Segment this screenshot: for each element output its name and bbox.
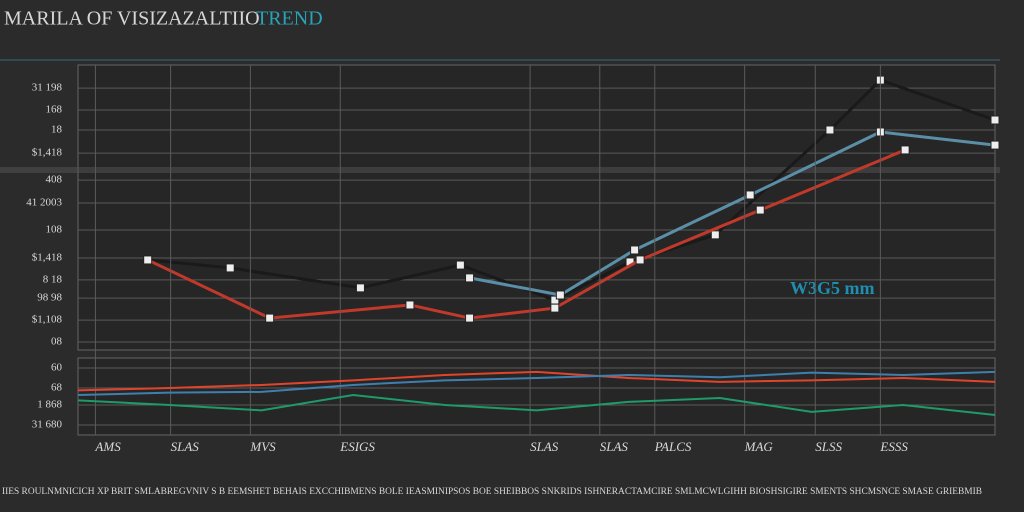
point-marker (755, 205, 765, 215)
y-tick-label: $1,418 (32, 251, 63, 263)
y-tick-label: 408 (46, 174, 63, 186)
point-marker (710, 230, 720, 240)
marks: 31 198 168 18 $1,418 408 41 2003 108 $1,418 8 18… (26, 65, 1000, 454)
x-tick-label: ESIGS (339, 439, 375, 454)
x-tick-label: MAG (744, 439, 774, 454)
x-tick-label: MVS (249, 439, 276, 454)
y-tick-label: 68 (51, 382, 63, 394)
point-marker (355, 283, 365, 293)
x-tick-label: AMS (94, 439, 121, 454)
point-marker (225, 263, 235, 273)
point-marker (265, 313, 275, 323)
point-marker (455, 260, 465, 270)
y-tick-label: 41 2003 (26, 196, 62, 208)
chart-title: MARILA OF VISIZAZALTIIO (4, 8, 260, 30)
x-tick-label: SLAS (171, 439, 200, 454)
point-marker (825, 125, 835, 135)
point-marker (550, 303, 560, 313)
footnote: IIES ROULNMNICICH XP BRIT SMLABREGVNIV S… (2, 486, 982, 496)
y-tick-label: 168 (46, 104, 63, 116)
y-tick-label: 8 18 (43, 273, 63, 285)
point-marker (465, 313, 475, 323)
x-tick-label: ESSS (879, 439, 908, 454)
y-tick-label: $1,108 (32, 314, 63, 326)
series-line (77, 393, 996, 416)
series-line (147, 148, 906, 320)
point-marker (635, 255, 645, 265)
y-tick-label: 108 (46, 224, 63, 236)
point-marker (990, 140, 1000, 150)
point-marker (405, 300, 415, 310)
x-tick-label: SLAS (530, 439, 559, 454)
y-tick-label: 60 (51, 362, 63, 374)
y-tick-label: 18 (51, 124, 63, 136)
point-marker (555, 290, 565, 300)
point-marker (990, 115, 1000, 125)
annotation: W3G5 mm (790, 278, 875, 298)
series-line (469, 130, 996, 297)
plot-area (77, 357, 996, 436)
x-tick-label: SLSS (815, 439, 842, 454)
y-tick-label: 31 198 (32, 82, 63, 94)
y-tick-label: 08 (51, 336, 63, 348)
series-line (147, 78, 996, 302)
y-tick-label: 1 868 (37, 399, 62, 411)
series-line (77, 370, 996, 396)
chart-title-highlight: TREND (256, 8, 323, 30)
point-marker (900, 145, 910, 155)
point-marker (630, 245, 640, 255)
point-marker (745, 190, 755, 200)
y-tick-label: 31 680 (32, 419, 63, 431)
point-marker (143, 255, 153, 265)
series-line (77, 370, 996, 392)
y-tick-label: 98 98 (37, 292, 62, 304)
plot-area (77, 64, 996, 351)
x-tick-label: SLAS (600, 439, 629, 454)
point-marker (465, 273, 475, 283)
x-tick-label: PALCS (654, 439, 692, 454)
y-tick-label: $1,418 (32, 147, 63, 159)
